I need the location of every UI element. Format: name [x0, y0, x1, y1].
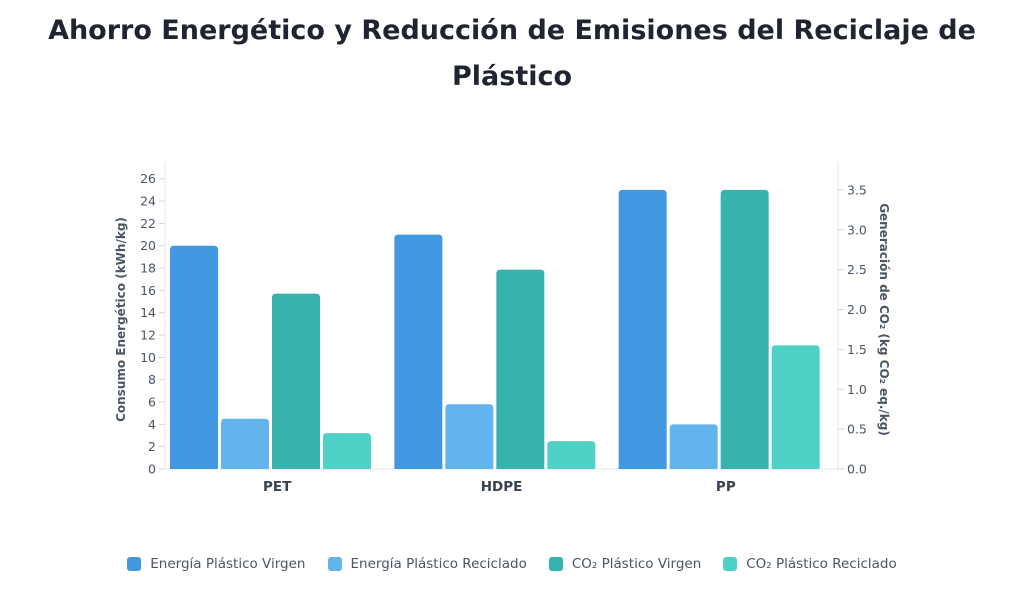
legend-item-1[interactable]: Energía Plástico Reciclado: [327, 556, 527, 572]
y-left-tick-label: 0: [148, 462, 156, 477]
y-left-tick-label: 4: [148, 417, 156, 432]
legend-swatch: [548, 557, 563, 571]
y-right-tick-label: 3.0: [847, 222, 867, 237]
y-left-tick-label: 16: [140, 283, 156, 298]
legend-swatch: [723, 557, 738, 571]
y-right-tick-label: 0.5: [847, 422, 867, 437]
x-category-label: HDPE: [481, 479, 523, 495]
bar-hdpe-3: [547, 441, 596, 469]
y-right-tick-label: 0.0: [847, 462, 867, 477]
bar-pet-1: [221, 418, 269, 469]
y-left-tick-label: 24: [140, 194, 156, 209]
y-left-tick-label: 26: [140, 171, 156, 186]
y-right-tick-label: 3.5: [847, 182, 867, 197]
y-left-tick-label: 14: [140, 305, 156, 320]
chart-title: Ahorro Energético y Reducción de Emision…: [48, 15, 976, 92]
chart-legend: Energía Plástico Virgen Energía Plástico …: [0, 556, 1024, 572]
y-right-tick-label: 1.5: [847, 342, 867, 357]
bar-pp-1: [669, 424, 718, 469]
legend-label: Energía Plástico Virgen: [150, 556, 306, 572]
y-left-tick-label: 22: [140, 216, 156, 231]
y-left-tick-label: 2: [148, 439, 156, 454]
bar-pp-2: [720, 189, 769, 469]
bar-pp-3: [771, 345, 820, 469]
bar-pet-2: [272, 293, 320, 469]
bar-pet-0: [170, 245, 218, 469]
bar-hdpe-2: [496, 269, 545, 469]
legend-item-3[interactable]: CO₂ Plástico Reciclado: [723, 556, 897, 572]
y-right-tick-label: 2.0: [847, 302, 867, 317]
y-left-tick-label: 10: [140, 350, 156, 365]
y-left-tick-label: 8: [148, 372, 156, 387]
bar-hdpe-1: [445, 404, 494, 469]
y-left-tick-label: 18: [140, 261, 156, 276]
legend-label: CO₂ Plástico Reciclado: [746, 556, 897, 572]
y-left-tick-label: 6: [148, 395, 156, 410]
x-category-label: PP: [716, 479, 736, 495]
legend-label: Energía Plástico Reciclado: [350, 556, 527, 572]
legend-swatch: [327, 557, 342, 571]
y-left-axis-title: Consumo Energético (kWh/kg): [114, 217, 128, 422]
bar-pp-0: [618, 189, 667, 469]
bar-hdpe-0: [394, 234, 443, 469]
y-right-axis-title: Generación de CO₂ (kg CO₂ eq./kg): [877, 203, 891, 436]
y-right-tick-label: 1.0: [847, 382, 867, 397]
x-category-label: PET: [263, 479, 292, 495]
bar-pet-3: [323, 433, 371, 469]
y-left-tick-label: 12: [140, 328, 156, 343]
legend-label: CO₂ Plástico Virgen: [571, 556, 702, 572]
y-left-tick-label: 20: [140, 238, 156, 253]
legend-swatch: [127, 557, 142, 571]
legend-item-2[interactable]: CO₂ Plástico Virgen: [548, 556, 702, 572]
legend-item-0[interactable]: Energía Plástico Virgen: [127, 556, 306, 572]
y-right-tick-label: 2.5: [847, 262, 867, 277]
